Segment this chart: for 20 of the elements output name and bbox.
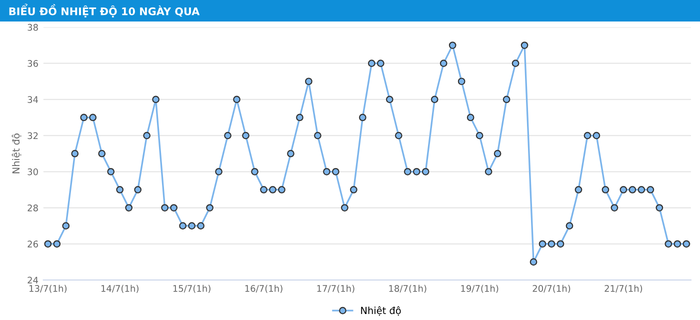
x-tick-label: 16/7(1h)	[245, 284, 282, 293]
y-tick-label: 26	[28, 240, 38, 248]
chart-title: BIỂU ĐỒ NHIỆT ĐỘ 10 NGÀY QUA	[9, 4, 200, 18]
x-tick-label: 18/7(1h)	[389, 284, 426, 293]
x-tick-label: 19/7(1h)	[461, 284, 498, 293]
x-tick-label: 15/7(1h)	[173, 284, 210, 293]
x-tick-label: 13/7(1h)	[29, 284, 67, 293]
y-tick-label: 34	[28, 96, 38, 103]
y-tick-label: 28	[28, 204, 38, 212]
y-tick-label: 38	[28, 24, 38, 31]
x-tick-label: 21/7(1h)	[604, 284, 642, 293]
y-tick-label: 32	[28, 132, 38, 140]
x-tick-label: 20/7(1h)	[532, 284, 570, 293]
legend-label: Nhiệt độ	[361, 306, 401, 316]
x-tick-label: 14/7(1h)	[101, 284, 138, 293]
y-tick-label: 24	[28, 276, 38, 284]
y-tick-label: 30	[28, 168, 38, 176]
y-tick-label: 36	[28, 60, 38, 67]
y-axis-title: Nhiệt độ	[12, 134, 22, 174]
x-tick-label: 17/7(1h)	[317, 284, 354, 293]
